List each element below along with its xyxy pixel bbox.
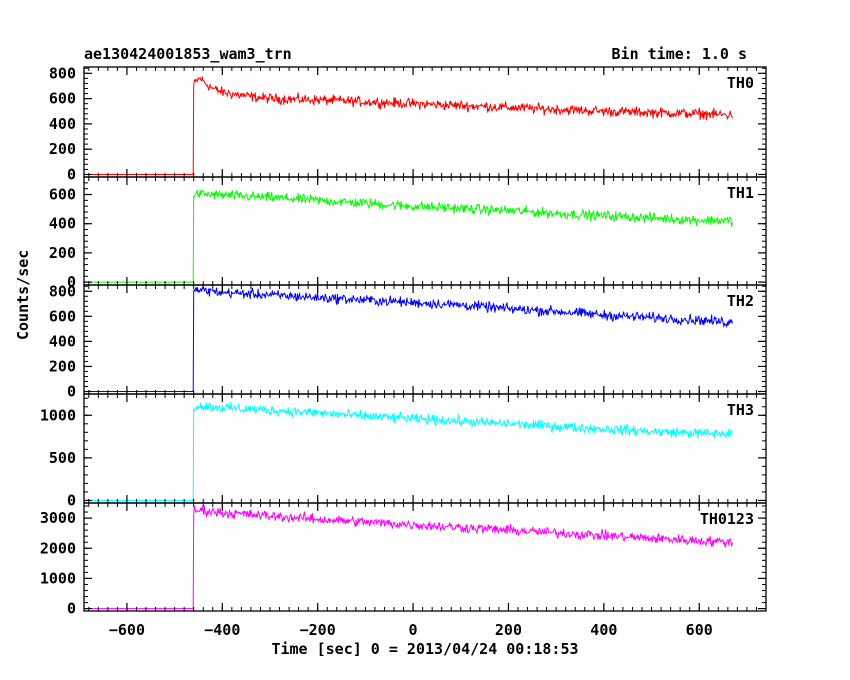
xtick-label: 600 <box>686 621 713 639</box>
xtick-label: −600 <box>109 621 145 639</box>
th0-series-line <box>91 76 733 175</box>
xtick-label: −400 <box>204 621 240 639</box>
th3-ytick-label: 0 <box>67 491 76 509</box>
th1-ytick-label: 0 <box>67 273 76 291</box>
th2-panel-frame <box>83 284 767 395</box>
xtick-label: −200 <box>300 621 336 639</box>
xtick-label: 0 <box>409 621 418 639</box>
th0123-panel-label: TH0123 <box>700 510 754 528</box>
th0-ytick-label: 0 <box>67 165 76 183</box>
th1-panel-label: TH1 <box>727 184 754 202</box>
th0123-ytick-label: 1000 <box>40 569 76 587</box>
th0123-panel-frame <box>83 502 767 612</box>
th2-ytick-label: 0 <box>67 382 76 400</box>
th3-ytick-label: 1000 <box>40 406 76 424</box>
th0-ytick-label: 400 <box>49 115 76 133</box>
th0123-ytick-label: 3000 <box>40 509 76 527</box>
plot-title: ae130424001853_wam3_trn <box>84 45 292 63</box>
th0123-ytick-label: 0 <box>67 600 76 618</box>
th0-ytick-label: 600 <box>49 90 76 108</box>
th3-panel-label: TH3 <box>727 401 754 419</box>
th0-panel-frame <box>83 66 767 178</box>
th2-ytick-label: 400 <box>49 332 76 350</box>
th2-ytick-label: 800 <box>49 282 76 300</box>
th1-ytick-label: 400 <box>49 215 76 233</box>
th1-ytick-label: 200 <box>49 244 76 262</box>
th3-series-line <box>91 401 733 501</box>
th0-ytick-label: 800 <box>49 64 76 82</box>
th2-ytick-label: 200 <box>49 357 76 375</box>
th2-series-line <box>91 285 733 392</box>
th2-ytick-label: 600 <box>49 307 76 325</box>
th0123-series-line <box>91 505 733 610</box>
th1-series-line <box>91 189 733 283</box>
x-axis-label: Time [sec] 0 = 2013/04/24 00:18:53 <box>271 640 579 658</box>
th3-ytick-label: 500 <box>49 449 76 467</box>
th2-panel-label: TH2 <box>727 292 754 310</box>
th3-panel-frame <box>83 393 767 504</box>
th1-panel-frame <box>83 176 767 286</box>
th0-panel-label: TH0 <box>727 74 754 92</box>
th0-ytick-label: 200 <box>49 140 76 158</box>
bin-time-label: Bin time: 1.0 s <box>611 45 747 63</box>
th0123-ytick-label: 2000 <box>40 539 76 557</box>
th1-ytick-label: 600 <box>49 186 76 204</box>
xtick-label: 400 <box>590 621 617 639</box>
xtick-label: 200 <box>495 621 522 639</box>
